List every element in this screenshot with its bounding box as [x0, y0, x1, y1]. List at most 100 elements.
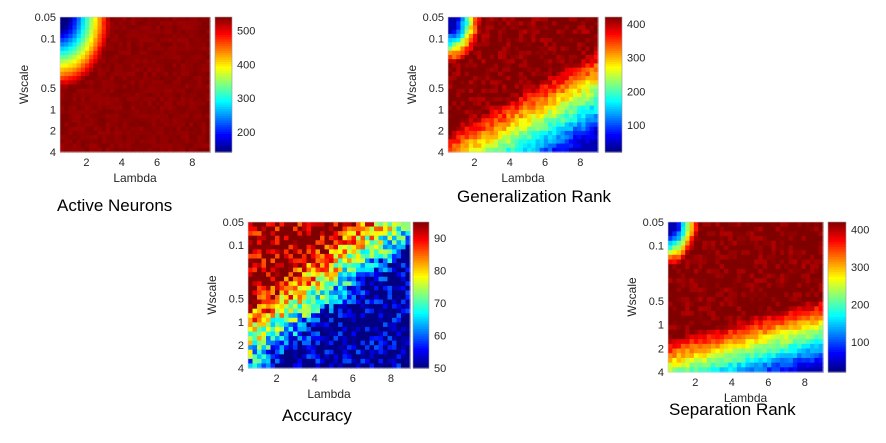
heatmap-cell	[518, 33, 524, 39]
heatmap-cell	[338, 231, 344, 237]
heatmap-cell	[297, 231, 303, 237]
heatmap-cell	[464, 88, 470, 94]
heatmap-cell	[523, 130, 528, 136]
heatmap-cell	[527, 29, 532, 35]
heatmap-cell	[481, 139, 487, 145]
heatmap-cell	[698, 343, 704, 350]
heatmap-cell	[189, 38, 194, 43]
heatmap-cell	[452, 80, 457, 86]
heatmap-cell	[342, 281, 348, 287]
heatmap-cell	[685, 315, 691, 322]
heatmap-cell	[176, 143, 182, 149]
heatmap-cell	[338, 317, 344, 323]
heatmap-cell	[64, 130, 69, 136]
heatmap-cell	[539, 126, 545, 132]
heatmap-cell	[329, 326, 335, 333]
heatmap-cell	[468, 147, 474, 153]
heatmap-cell	[489, 71, 495, 77]
heatmap-cell	[338, 285, 344, 292]
heatmap-cell	[685, 236, 691, 242]
heatmap-cell	[193, 84, 199, 90]
heatmap-cell	[365, 285, 371, 292]
heatmap-cell	[556, 143, 562, 149]
heatmap-cell	[810, 325, 815, 331]
heatmap-cell	[197, 101, 203, 107]
colorbar-segment	[413, 319, 429, 323]
heatmap-cell	[284, 281, 290, 287]
heatmap-cell	[176, 118, 182, 124]
heatmap-cell	[168, 101, 174, 107]
heatmap-cell	[306, 304, 312, 310]
heatmap-cell	[383, 231, 389, 237]
heatmap-cell	[105, 88, 111, 94]
heatmap-cell	[771, 329, 777, 336]
heatmap-cell	[347, 363, 353, 369]
heatmap-cell	[556, 25, 562, 31]
heatmap-cell	[118, 147, 124, 153]
heatmap-cell	[468, 88, 474, 94]
heatmap-cell	[680, 259, 686, 265]
heatmap-cell	[672, 301, 678, 307]
heatmap-cell	[473, 54, 478, 60]
heatmap-cell	[351, 231, 357, 237]
heatmap-cell	[60, 54, 65, 60]
heatmap-cell	[405, 263, 411, 269]
heatmap-cell	[498, 97, 503, 102]
heatmap-cell	[531, 92, 537, 98]
heatmap-cell	[728, 343, 734, 350]
heatmap-cell	[585, 71, 591, 77]
heatmap-cell	[693, 311, 699, 317]
heatmap-cell	[279, 304, 285, 310]
heatmap-cell	[573, 135, 578, 140]
heatmap-cell	[306, 290, 312, 296]
heatmap-cell	[719, 240, 725, 247]
heatmap-cell	[180, 109, 186, 115]
heatmap-cell	[168, 21, 174, 27]
heatmap-cell	[297, 326, 303, 333]
heatmap-cell	[147, 109, 153, 115]
heatmap-cell	[180, 92, 186, 98]
heatmap-cell	[392, 340, 398, 346]
heatmap-cell	[749, 297, 755, 303]
heatmap-cell	[818, 357, 824, 364]
heatmap-cell	[378, 290, 384, 296]
heatmap-cell	[302, 304, 308, 310]
heatmap-cell	[93, 114, 99, 119]
heatmap-cell	[810, 264, 815, 270]
heatmap-cell	[485, 88, 491, 94]
heatmap-cell	[122, 71, 128, 77]
heatmap-cell	[489, 147, 495, 153]
heatmap-cell	[252, 276, 258, 282]
heatmap-cell	[539, 38, 545, 43]
heatmap-cell	[122, 50, 128, 56]
heatmap-cell	[568, 118, 574, 124]
heatmap-cell	[801, 343, 807, 350]
colorbar-segment	[605, 109, 622, 113]
heatmap-cell	[60, 92, 65, 98]
heatmap-cell	[539, 109, 545, 115]
colorbar-segment	[215, 57, 232, 61]
heatmap-cell	[693, 297, 699, 303]
heatmap-cell	[284, 363, 290, 369]
heatmap-cell	[72, 130, 78, 136]
heatmap-cell	[80, 67, 86, 73]
heatmap-cell	[329, 299, 335, 305]
heatmap-cell	[689, 226, 695, 232]
heatmap-cell	[320, 231, 326, 237]
heatmap-cell	[275, 336, 281, 342]
heatmap-cell	[523, 88, 528, 94]
heatmap-cell	[706, 254, 712, 261]
heatmap-cell	[392, 336, 398, 342]
heatmap-cell	[342, 340, 348, 346]
heatmap-cell	[297, 267, 303, 273]
heatmap-cell	[489, 76, 495, 81]
heatmap-cell	[160, 63, 165, 69]
colorbar-segment	[828, 359, 846, 363]
heatmap-cell	[180, 46, 186, 52]
heatmap-cell	[252, 240, 258, 246]
heatmap-cell	[205, 105, 211, 111]
heatmap-cell	[485, 50, 491, 56]
heatmap-cell	[762, 362, 768, 368]
heatmap-cell	[767, 292, 772, 298]
heatmap-cell	[306, 354, 312, 360]
